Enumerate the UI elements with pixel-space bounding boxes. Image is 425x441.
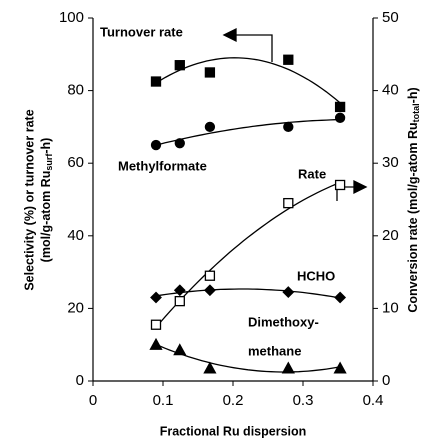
series-label: Rate: [298, 166, 326, 181]
y2-tick-label: 50: [382, 9, 399, 26]
y-tick-label: 80: [67, 82, 84, 99]
y-axis-title: (mol/g-atom Rusurf-h): [39, 138, 54, 263]
arrows: [222, 27, 368, 201]
y-tick-label: 60: [67, 154, 84, 171]
point: [174, 138, 185, 149]
y2-axis-title-part: -h): [406, 87, 420, 103]
point: [204, 67, 216, 78]
arrow-turnover: [232, 34, 273, 62]
y2-tick-label: 30: [382, 154, 399, 171]
point: [204, 121, 216, 133]
point: [283, 121, 294, 133]
x-tick-label: 0: [89, 392, 97, 409]
series-label: HCHO: [297, 268, 335, 283]
x-tick-label: 0.2: [223, 392, 244, 409]
y-tick-label: 20: [67, 299, 84, 316]
y2-tick-label: 10: [382, 299, 399, 316]
point: [150, 76, 162, 87]
point: [283, 197, 294, 209]
point: [282, 286, 295, 298]
point: [334, 101, 346, 113]
arrowhead: [222, 27, 237, 43]
y2-tick-label: 0: [382, 372, 390, 389]
point: [150, 291, 162, 304]
y-tick-label: 0: [76, 372, 84, 389]
point: [150, 319, 162, 330]
y-tick-label: 40: [67, 227, 84, 244]
trend-line: [155, 57, 341, 104]
y2-axis-title: Conversion rate (mol/g-atom Rutotal-h): [406, 87, 421, 312]
trend-line: [155, 343, 341, 373]
point: [283, 54, 294, 65]
x-tick-label: 0.4: [363, 392, 384, 409]
trend-line: [155, 118, 341, 146]
y-axis-title-part: (mol/g-atom Ru: [39, 171, 53, 263]
point: [334, 179, 346, 191]
point: [173, 343, 187, 356]
x-tick-label: 0.3: [293, 392, 314, 409]
trend-line: [155, 288, 341, 299]
x-axis-title: Fractional Ru dispersion: [160, 424, 307, 438]
y2-axis-title-part: Conversion rate (mol/g-atom Ru: [406, 122, 420, 312]
arrowhead: [353, 179, 368, 195]
y-axis-title-sub: surf: [44, 153, 54, 171]
point: [333, 361, 347, 374]
point: [334, 291, 347, 304]
point: [174, 60, 185, 71]
point: [203, 361, 217, 374]
y2-tick-label: 40: [382, 82, 399, 99]
y2-tick-label: 20: [382, 227, 399, 244]
trend-line: [155, 181, 341, 328]
point: [204, 270, 216, 281]
y-tick-label: 100: [59, 9, 84, 26]
y-axis-title: Selectivity (%) or turnover rate: [22, 109, 36, 290]
point: [173, 284, 186, 297]
series-label: Methylformate: [118, 158, 207, 173]
point: [203, 284, 216, 297]
series-label: Turnover rate: [100, 24, 183, 39]
point: [150, 139, 162, 151]
point: [334, 112, 346, 123]
y-axis-title-part: -h): [39, 138, 53, 154]
x-tick-label: 0.1: [153, 392, 174, 409]
point: [149, 337, 163, 350]
series-label: Dimethoxy-: [248, 314, 319, 329]
point: [174, 295, 185, 307]
point: [281, 361, 295, 374]
series-label: methane: [248, 343, 301, 358]
y2-axis-title-sub: total: [411, 103, 421, 122]
